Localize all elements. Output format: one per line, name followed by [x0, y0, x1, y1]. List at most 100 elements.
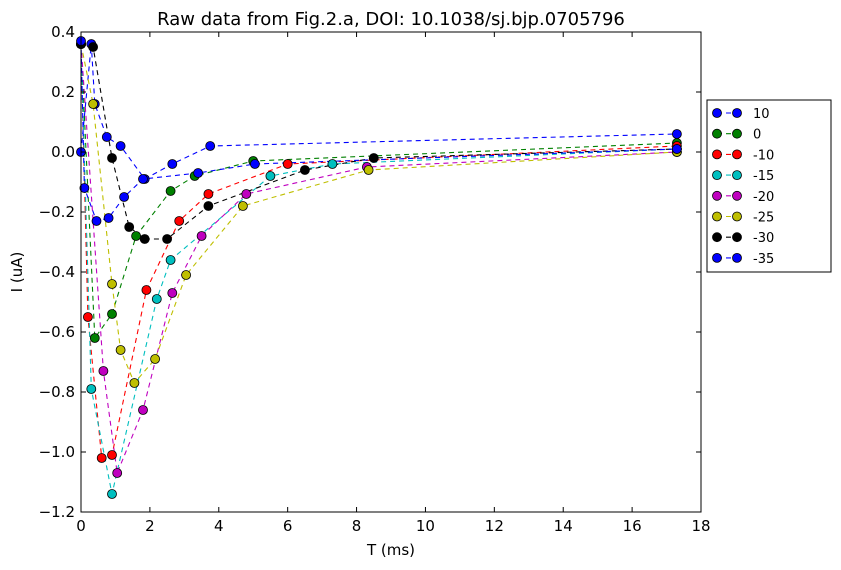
series-markers — [76, 36, 682, 499]
legend-marker-7 — [712, 252, 722, 263]
data-point-4-1 — [98, 366, 109, 376]
data-point-5-5 — [150, 354, 161, 364]
data-point-3-1 — [86, 384, 97, 394]
series-line-1 — [80, 43, 677, 340]
legend-marker-0 — [712, 108, 722, 118]
data-point-7-3 — [103, 213, 114, 223]
x-tick-label: 8 — [352, 517, 362, 535]
data-point-3-3 — [151, 294, 162, 304]
legend-marker-4 — [732, 190, 742, 201]
legend-marker-0 — [732, 108, 742, 118]
data-point-0-7 — [205, 141, 216, 151]
series-line-5 — [80, 43, 677, 385]
series-line-0 — [80, 43, 677, 180]
data-point-5-7 — [237, 201, 248, 211]
data-point-0-6 — [167, 159, 178, 169]
legend-label-3: -15 — [753, 169, 774, 184]
y-tick-label: −1.2 — [39, 503, 75, 521]
data-point-2-7 — [282, 159, 293, 169]
legend-marker-4 — [712, 190, 722, 201]
data-point-6-5 — [162, 234, 173, 244]
x-tick-label: 2 — [145, 517, 155, 535]
legend-box — [706, 99, 832, 273]
data-point-6-7 — [299, 165, 310, 175]
data-point-2-1 — [83, 312, 93, 322]
x-tick-label: 4 — [214, 517, 224, 535]
data-point-5-4 — [129, 378, 140, 388]
data-point-3-4 — [165, 255, 176, 265]
plot-frame — [80, 31, 702, 513]
data-point-5-2 — [107, 279, 117, 289]
x-tick-label: 0 — [76, 517, 86, 535]
series-line-4 — [80, 43, 677, 476]
data-point-7-4 — [119, 192, 129, 202]
data-point-6-1 — [88, 42, 98, 52]
data-point-4-5 — [196, 231, 207, 241]
chart-title: Raw data from Fig.2.a, DOI: 10.1038/sj.b… — [157, 9, 625, 30]
x-axis-label: T (ms) — [366, 541, 415, 559]
series-lines — [80, 40, 677, 495]
series-line-3 — [80, 43, 677, 495]
data-point-4-6 — [241, 189, 252, 199]
y-tick-label: 0.0 — [51, 143, 75, 161]
legend-marker-3 — [712, 170, 722, 181]
y-tick-label: −0.6 — [39, 323, 75, 341]
data-point-1-2 — [107, 309, 117, 319]
legend-label-5: -25 — [753, 211, 774, 226]
legend-marker-1 — [712, 128, 722, 139]
legend-label-1: 0 — [753, 128, 761, 143]
y-axis-label: I (uA) — [8, 252, 26, 293]
data-point-2-2 — [96, 453, 107, 463]
data-point-5-6 — [181, 270, 192, 280]
x-tick-label: 14 — [554, 517, 573, 535]
data-point-6-6 — [203, 201, 214, 211]
legend-marker-6 — [732, 232, 742, 243]
x-tick-label: 18 — [691, 517, 710, 535]
axis-ticks: 0 2 4 6 8 10 12 14 16 18 0.4 0.2 0.0 −0.2 −0.4 −0.6 −0.8… — [39, 23, 711, 535]
legend-marker-5 — [732, 211, 742, 222]
data-point-0-3 — [101, 132, 112, 142]
x-tick-label: 10 — [416, 517, 435, 535]
data-point-7-5 — [138, 174, 148, 184]
legend: 10 0 -10 -15 -20 -25 -30 -35 — [706, 99, 832, 273]
data-point-5-3 — [115, 345, 126, 355]
data-point-0-4 — [115, 141, 126, 151]
legend-marker-7 — [732, 252, 742, 263]
legend-marker-3 — [732, 170, 742, 181]
data-point-1-3 — [131, 231, 142, 241]
legend-label-2: -10 — [753, 148, 774, 163]
series-line-2 — [80, 43, 677, 459]
data-point-7-7 — [249, 159, 260, 169]
legend-label-6: -30 — [753, 231, 774, 246]
data-point-3-6 — [327, 159, 338, 169]
legend-label-4: -20 — [753, 190, 774, 205]
data-point-3-2 — [107, 489, 117, 499]
data-point-7-8 — [672, 144, 682, 154]
x-tick-label: 12 — [485, 517, 504, 535]
legend-label-0: 10 — [753, 107, 770, 122]
data-point-0-8 — [672, 129, 682, 139]
data-point-5-8 — [363, 165, 374, 175]
data-point-6-8 — [368, 153, 379, 163]
data-point-7-2 — [91, 216, 102, 226]
data-point-6-2 — [107, 153, 117, 163]
legend-label-7: -35 — [753, 252, 774, 267]
series-line-6 — [80, 43, 677, 240]
y-tick-label: 0.2 — [51, 83, 75, 101]
x-tick-label: 16 — [623, 517, 642, 535]
data-point-7-6 — [193, 168, 204, 178]
data-point-2-3 — [107, 450, 117, 460]
data-point-2-6 — [203, 189, 214, 199]
legend-marker-2 — [712, 149, 722, 160]
y-tick-label: −0.4 — [39, 263, 75, 281]
data-point-1-1 — [89, 333, 100, 343]
data-point-6-3 — [124, 222, 135, 232]
data-point-2-5 — [174, 216, 185, 226]
data-point-4-4 — [167, 288, 178, 298]
data-point-4-2 — [112, 468, 123, 478]
y-tick-label: −1.0 — [39, 443, 75, 461]
data-point-2-4 — [141, 285, 152, 295]
data-point-1-4 — [165, 186, 176, 196]
data-point-4-3 — [138, 405, 148, 415]
